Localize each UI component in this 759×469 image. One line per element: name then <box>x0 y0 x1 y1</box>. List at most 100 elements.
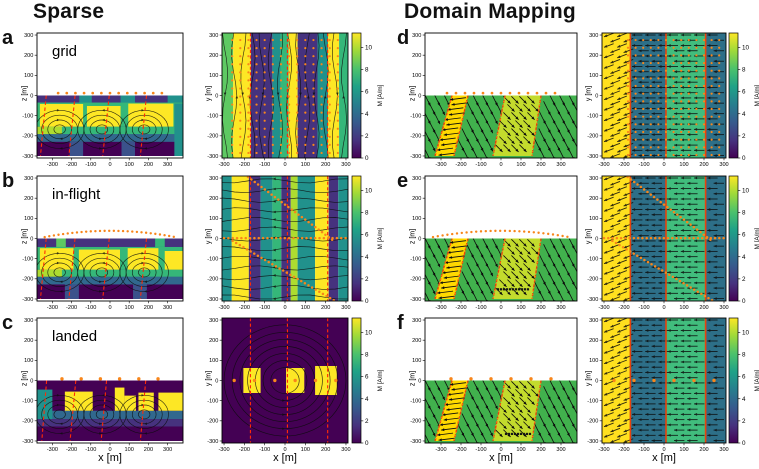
svg-text:-300: -300 <box>22 154 33 160</box>
cross-section-plot: -300 -200 -100 0 100 200 300 300 200 100 0 -100 -200… <box>410 32 578 168</box>
svg-text:100: 100 <box>679 447 688 453</box>
svg-text:M [A/m]: M [A/m] <box>377 84 384 106</box>
svg-text:2: 2 <box>365 418 369 425</box>
y-axis-label: y [m] <box>585 228 593 244</box>
flow-field <box>603 33 724 158</box>
svg-text:-300: -300 <box>598 162 609 168</box>
svg-text:2: 2 <box>365 133 369 140</box>
svg-text:-300: -300 <box>435 447 446 453</box>
svg-text:-100: -100 <box>259 447 270 453</box>
observation-points <box>431 229 569 239</box>
svg-text:100: 100 <box>24 216 33 222</box>
svg-text:M [A/m]: M [A/m] <box>754 227 759 249</box>
svg-text:0: 0 <box>595 236 598 242</box>
cross-section-plot: -300 -200 -100 0 100 200 300 300 200 100 0 -100 -200… <box>22 32 184 168</box>
observation-points <box>232 378 338 383</box>
observation-points <box>602 176 725 301</box>
svg-text:2: 2 <box>742 133 746 140</box>
svg-text:-100: -100 <box>22 114 33 120</box>
cross-section-plot: -300 -200 -100 0 100 200 300 300 200 100 0 -100 -200… <box>22 317 184 453</box>
svg-text:6: 6 <box>365 89 369 96</box>
observation-points <box>231 38 339 155</box>
svg-text:-200: -200 <box>587 134 598 140</box>
svg-text:-200: -200 <box>22 419 33 425</box>
svg-text:4: 4 <box>742 111 746 118</box>
svg-text:100: 100 <box>301 162 310 168</box>
svg-text:-100: -100 <box>22 257 33 263</box>
svg-text:0: 0 <box>215 93 218 99</box>
svg-text:100: 100 <box>412 358 421 364</box>
panel-letter: e <box>397 170 409 192</box>
svg-text:100: 100 <box>412 216 421 222</box>
svg-text:200: 200 <box>321 305 330 311</box>
svg-text:-300: -300 <box>22 297 33 303</box>
svg-text:200: 200 <box>536 162 545 168</box>
svg-text:-100: -100 <box>259 162 270 168</box>
observation-points <box>222 176 347 301</box>
svg-text:-300: -300 <box>207 439 218 445</box>
colorbar: 0 2 4 6 8 10 M [A/m] <box>728 175 759 305</box>
svg-text:200: 200 <box>536 447 545 453</box>
observation-points <box>60 377 160 381</box>
axes: -300 -200 -100 0 100 200 300 300 200 100 0 -100 -200… <box>22 32 184 168</box>
svg-text:200: 200 <box>24 53 33 59</box>
domain-band <box>435 380 468 441</box>
svg-text:-100: -100 <box>475 447 486 453</box>
y-axis-label: y [m] <box>205 85 213 101</box>
svg-text:300: 300 <box>341 162 350 168</box>
svg-text:300: 300 <box>341 447 350 453</box>
z-axis-label: z [m] <box>21 370 29 386</box>
svg-text:-100: -100 <box>475 305 486 311</box>
svg-text:-100: -100 <box>587 257 598 263</box>
survey-label: landed <box>52 328 98 345</box>
svg-text:-300: -300 <box>598 305 609 311</box>
axes: -300 -200 -100 0 100 200 300 300 200 100 0 -100 -200… <box>410 175 578 311</box>
column-title-domain-mapping: Domain Mapping <box>404 0 576 23</box>
svg-text:-200: -200 <box>455 447 466 453</box>
axes: -300 -200 -100 0 100 200 300 300 200 100 0 -100 -200… <box>410 317 578 453</box>
svg-text:-100: -100 <box>410 114 421 120</box>
svg-text:100: 100 <box>209 216 218 222</box>
background-arrows <box>425 95 577 158</box>
z-axis-label: z [m] <box>409 85 417 101</box>
cross-content <box>37 95 183 157</box>
colorbar: 0 2 4 6 8 10 M [A/m] <box>728 32 759 162</box>
svg-text:-300: -300 <box>218 305 229 311</box>
cross-content <box>425 238 577 301</box>
svg-text:300: 300 <box>719 162 728 168</box>
svg-text:-100: -100 <box>475 162 486 168</box>
svg-text:0: 0 <box>662 162 665 168</box>
svg-text:100: 100 <box>516 162 525 168</box>
map-content <box>222 33 348 158</box>
svg-text:-100: -100 <box>638 447 649 453</box>
svg-text:2: 2 <box>365 276 369 283</box>
band-arrows <box>495 96 539 153</box>
band-arrows <box>437 382 468 442</box>
svg-text:100: 100 <box>125 447 134 453</box>
svg-text:0: 0 <box>595 378 598 384</box>
svg-text:-300: -300 <box>47 162 58 168</box>
svg-text:-200: -200 <box>618 162 629 168</box>
svg-text:-100: -100 <box>207 257 218 263</box>
svg-text:-300: -300 <box>435 305 446 311</box>
svg-text:-200: -200 <box>66 305 77 311</box>
map-plot: -300 -200 -100 0 100 200 300 300 200 100 0 -100 -200… <box>587 317 729 453</box>
z-axis-label: z [m] <box>409 370 417 386</box>
svg-text:0: 0 <box>30 236 33 242</box>
svg-text:-300: -300 <box>47 305 58 311</box>
survey-label: in-flight <box>52 186 101 203</box>
observation-points <box>612 378 716 383</box>
band-arrows <box>437 97 468 157</box>
x-axis-label: x [m] <box>489 452 513 464</box>
flow-field <box>603 318 724 443</box>
svg-text:100: 100 <box>679 162 688 168</box>
svg-text:-300: -300 <box>435 162 446 168</box>
svg-text:-100: -100 <box>22 399 33 405</box>
svg-text:4: 4 <box>365 254 369 261</box>
svg-text:0: 0 <box>662 305 665 311</box>
svg-text:6: 6 <box>365 374 369 381</box>
svg-text:200: 200 <box>699 162 708 168</box>
observation-points <box>445 91 557 95</box>
svg-text:10: 10 <box>742 329 750 336</box>
cross-section-plot: -300 -200 -100 0 100 200 300 300 200 100 0 -100 -200… <box>410 317 578 453</box>
